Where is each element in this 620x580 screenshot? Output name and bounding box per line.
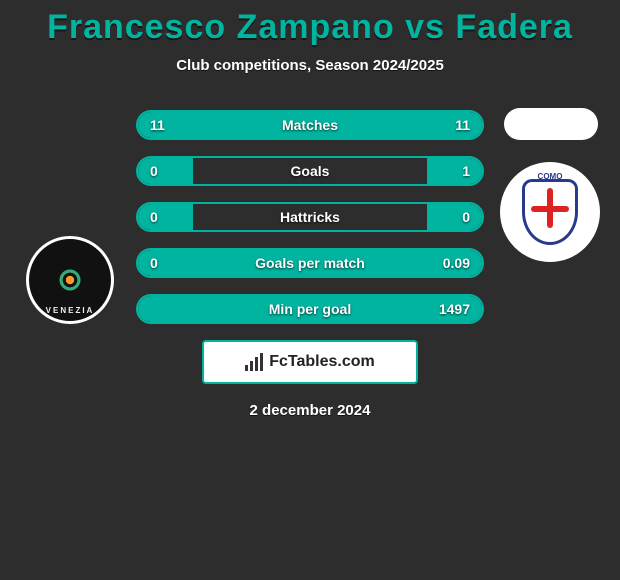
stat-row: 0Hattricks0: [136, 202, 484, 232]
stat-label: Hattricks: [138, 204, 482, 230]
stat-value-right: 1497: [439, 296, 470, 322]
stat-label: Goals per match: [138, 250, 482, 276]
stats-area: VENEZIA COMO 11Matches110Goals10Hattrick…: [0, 110, 620, 324]
stat-rows: 11Matches110Goals10Hattricks00Goals per …: [136, 110, 484, 324]
stat-row: Min per goal1497: [136, 294, 484, 324]
stat-value-right: 11: [455, 112, 470, 138]
stat-label: Matches: [138, 112, 482, 138]
brand-badge: FcTables.com: [202, 340, 418, 384]
club-left-logo: VENEZIA: [26, 236, 114, 324]
stat-label: Goals: [138, 158, 482, 184]
club-right-logo: COMO: [500, 162, 600, 262]
stat-row: 0Goals1: [136, 156, 484, 186]
page-subtitle: Club competitions, Season 2024/2025: [0, 57, 620, 74]
page-title: Francesco Zampano vs Fadera: [0, 8, 620, 47]
club-left-logo-text: VENEZIA: [46, 306, 95, 315]
stat-value-right: 1: [462, 158, 470, 184]
shield-icon: [522, 179, 578, 245]
stat-value-right: 0.09: [443, 250, 470, 276]
stat-label: Min per goal: [138, 296, 482, 322]
bar-chart-icon: [245, 353, 263, 371]
footer-date: 2 december 2024: [0, 402, 620, 419]
player-right-photo-placeholder: [504, 108, 598, 140]
comparison-card: Francesco Zampano vs Fadera Club competi…: [0, 0, 620, 419]
stat-row: 0Goals per match0.09: [136, 248, 484, 278]
stat-row: 11Matches11: [136, 110, 484, 140]
stat-value-right: 0: [462, 204, 470, 230]
brand-text: FcTables.com: [269, 353, 375, 371]
player-left-photo: [8, 104, 112, 208]
